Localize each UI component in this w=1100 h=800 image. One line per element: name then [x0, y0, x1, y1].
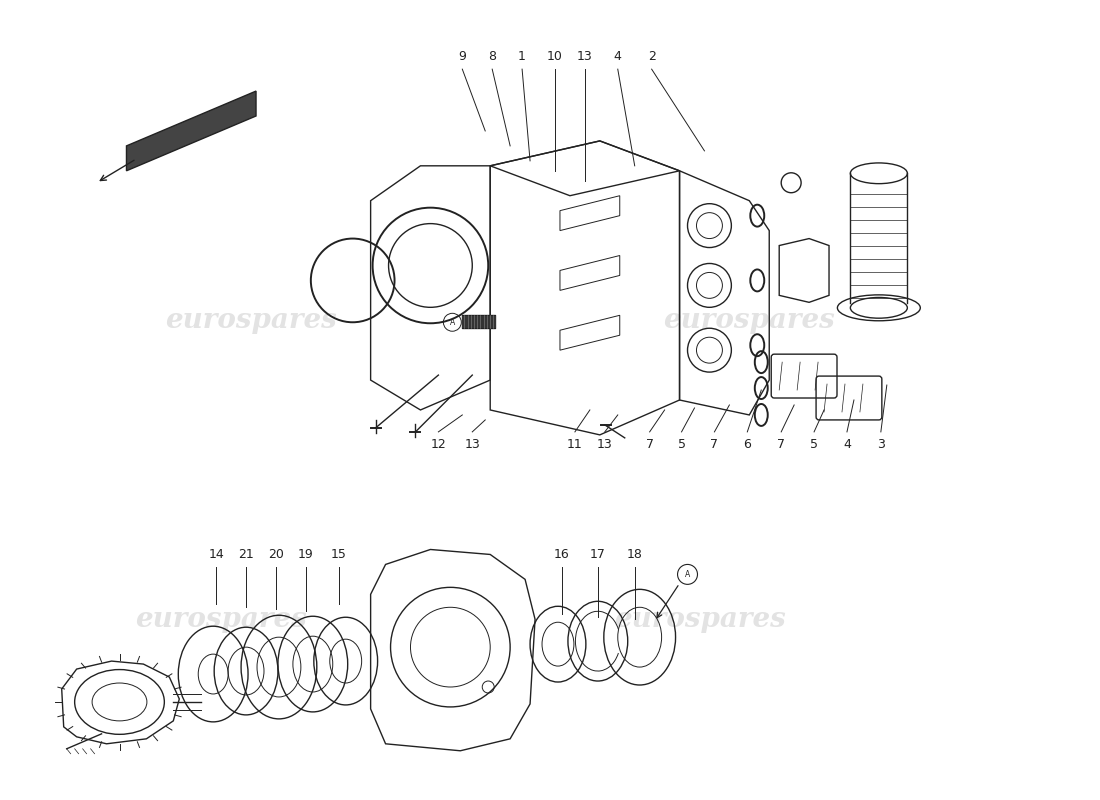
Text: 9: 9 [459, 50, 466, 62]
Text: 13: 13 [578, 50, 593, 62]
Text: 13: 13 [597, 438, 613, 451]
Text: 19: 19 [298, 548, 314, 561]
Text: eurospares: eurospares [663, 306, 835, 334]
Text: 4: 4 [614, 50, 622, 62]
Text: eurospares: eurospares [135, 606, 307, 633]
Text: 12: 12 [430, 438, 447, 451]
Text: 11: 11 [566, 438, 583, 451]
Text: 1: 1 [518, 50, 526, 62]
Text: 14: 14 [208, 548, 224, 561]
Text: 16: 16 [554, 548, 570, 561]
Text: 6: 6 [744, 438, 751, 451]
Text: 5: 5 [810, 438, 818, 451]
Text: 13: 13 [464, 438, 480, 451]
Text: 5: 5 [678, 438, 685, 451]
Text: 4: 4 [843, 438, 851, 451]
Text: 2: 2 [648, 50, 656, 62]
Text: 20: 20 [268, 548, 284, 561]
Text: eurospares: eurospares [614, 606, 785, 633]
Text: 3: 3 [877, 438, 884, 451]
Text: eurospares: eurospares [165, 306, 337, 334]
Text: 7: 7 [778, 438, 785, 451]
Text: 21: 21 [239, 548, 254, 561]
Text: 10: 10 [547, 50, 563, 62]
Text: 8: 8 [488, 50, 496, 62]
Text: 15: 15 [331, 548, 346, 561]
Text: A: A [450, 318, 455, 326]
Text: 17: 17 [590, 548, 606, 561]
Text: 7: 7 [711, 438, 718, 451]
Text: 7: 7 [646, 438, 653, 451]
Text: A: A [685, 570, 690, 579]
Polygon shape [126, 91, 256, 170]
Text: 18: 18 [627, 548, 642, 561]
